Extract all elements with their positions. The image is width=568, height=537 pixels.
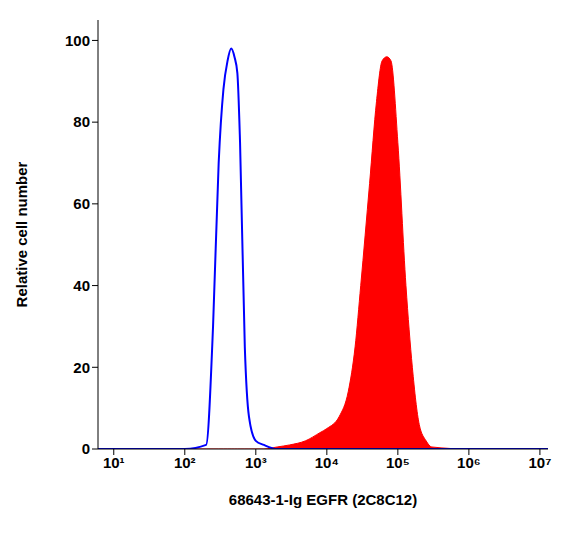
- svg-text:Relative cell number: Relative cell number: [13, 161, 30, 307]
- svg-text:60: 60: [73, 195, 90, 212]
- svg-text:20: 20: [73, 359, 90, 376]
- svg-text:80: 80: [73, 113, 90, 130]
- svg-text:68643-1-Ig EGFR (2C8C12): 68643-1-Ig EGFR (2C8C12): [229, 491, 417, 508]
- svg-text:40: 40: [73, 277, 90, 294]
- svg-text:10⁷: 10⁷: [528, 454, 551, 471]
- svg-text:100: 100: [65, 32, 90, 49]
- svg-text:10³: 10³: [245, 454, 267, 471]
- svg-text:10⁶: 10⁶: [457, 454, 481, 471]
- svg-text:10²: 10²: [174, 454, 196, 471]
- svg-text:0: 0: [82, 440, 90, 457]
- svg-text:10⁴: 10⁴: [315, 454, 339, 471]
- svg-text:10¹: 10¹: [103, 454, 125, 471]
- svg-text:10⁵: 10⁵: [386, 454, 410, 471]
